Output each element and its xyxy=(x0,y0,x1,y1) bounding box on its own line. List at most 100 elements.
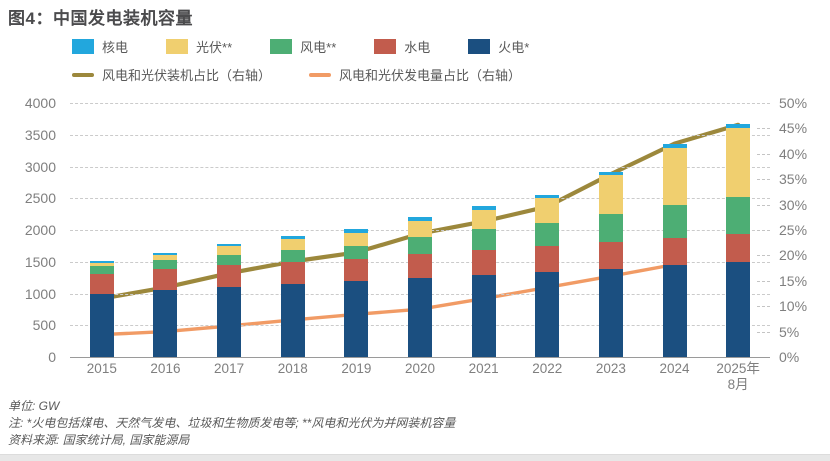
stacked-bar-2023 xyxy=(598,103,623,357)
bar-segment xyxy=(153,252,178,255)
bar-segment xyxy=(662,237,687,266)
generation-share-line xyxy=(100,262,677,337)
bar-segment xyxy=(280,250,305,263)
stacked-bar-2017 xyxy=(217,103,242,357)
bar-segment xyxy=(217,244,242,247)
right-axis-tick xyxy=(757,230,770,231)
right-axis-tick-label: 50% xyxy=(779,95,808,111)
figure-title: 图4：中国发电装机容量 xyxy=(8,9,193,28)
bar-segment xyxy=(344,245,369,259)
bar-segment xyxy=(408,254,432,278)
x-axis-tick-label: 2024 xyxy=(659,361,690,376)
bar-segment xyxy=(662,148,687,205)
stacked-bar-2024 xyxy=(662,103,687,357)
source-note: 资料来源: 国家统计局, 国家能源局 xyxy=(8,433,190,447)
gridline xyxy=(70,198,770,200)
right-axis-tick-label: 5% xyxy=(779,323,800,340)
legend-item-wind: 风电** xyxy=(270,37,336,56)
bar-segment xyxy=(217,246,242,255)
right-axis-tick xyxy=(757,179,770,181)
bar-segment xyxy=(217,254,242,266)
bar-segment xyxy=(89,261,114,263)
legend-bars-row: 核电 光伏** 风电** 水电 火电* xyxy=(72,37,529,56)
right-axis-tick-label: 30% xyxy=(779,196,808,213)
gridline xyxy=(70,166,770,168)
bar-segment xyxy=(662,265,687,357)
legend-label: 风电和光伏发电量占比（右轴） xyxy=(339,68,522,83)
left-axis-tick-label: 1500 xyxy=(24,253,56,270)
x-axis-tick-label: 2023 xyxy=(595,361,626,376)
right-axis-tick xyxy=(757,306,770,308)
hydro-swatch-icon xyxy=(374,39,397,54)
right-axis-tick xyxy=(757,128,770,130)
bar-segment xyxy=(217,265,242,287)
right-axis-tick xyxy=(757,153,770,155)
stacked-bar-2022 xyxy=(535,103,560,357)
gridline xyxy=(70,134,770,136)
bar-segment xyxy=(535,198,560,224)
stacked-bar-2019 xyxy=(344,103,369,357)
stacked-bar-2015 xyxy=(89,103,114,357)
bar-segment xyxy=(153,254,178,260)
x-axis-tick-label: 2018 xyxy=(277,361,308,376)
left-axis-tick-label: 3000 xyxy=(24,158,56,175)
legend-item-generation-share-line: 风电和光伏发电量占比（右轴） xyxy=(309,65,521,84)
gridline xyxy=(70,103,770,104)
bar-segment xyxy=(280,284,305,357)
bar-segment xyxy=(535,194,560,199)
bar-segment xyxy=(280,236,305,240)
x-axis-tick-label: 2016 xyxy=(150,361,181,376)
plot-area xyxy=(70,103,770,358)
definitions-note: 注: *火电包括煤电、天然气发电、垃圾和生物质发电等; **风电和光伏为并网装机… xyxy=(8,416,456,430)
bar-segment xyxy=(535,223,560,247)
bar-segment xyxy=(598,241,623,269)
legend-label: 光伏** xyxy=(196,40,233,55)
nuclear-swatch-icon xyxy=(72,39,94,54)
bar-segment xyxy=(535,246,560,273)
x-axis-tick-label: 2025年 8月 xyxy=(716,361,760,392)
bar-segment xyxy=(662,144,687,149)
bar-segment xyxy=(89,265,114,274)
right-axis-tick-label: 15% xyxy=(779,272,808,289)
bar-segment xyxy=(280,239,305,251)
gridline xyxy=(70,357,770,358)
bar-segment xyxy=(598,171,623,176)
legend-label: 火电* xyxy=(498,40,530,55)
bar-segment xyxy=(535,272,560,357)
left-axis-tick-label: 3500 xyxy=(24,126,56,143)
bar-segment xyxy=(726,197,751,235)
bar-segment xyxy=(471,274,496,357)
right-axis-tick xyxy=(757,204,770,206)
right-axis-tick xyxy=(757,255,770,257)
legend-item-capacity-share-line: 风电和光伏装机占比（右轴） xyxy=(72,65,271,84)
stacked-bar-2021 xyxy=(471,103,496,357)
bar-segment xyxy=(344,258,369,282)
legend-label: 核电 xyxy=(102,40,129,55)
legend-item-hydro: 水电 xyxy=(374,37,430,56)
bar-segment xyxy=(726,127,751,198)
bar-segment xyxy=(598,213,623,242)
solar-swatch-icon xyxy=(166,39,189,54)
bar-segment xyxy=(89,262,114,266)
bar-segment xyxy=(662,204,687,238)
bar-segment xyxy=(217,286,242,357)
x-axis-tick-label: 2020 xyxy=(404,361,436,376)
x-axis-tick-label: 2019 xyxy=(341,361,372,376)
left-axis-tick-label: 0 xyxy=(48,349,56,365)
bar-segment xyxy=(726,123,751,128)
right-axis-tick-label: 20% xyxy=(779,247,808,264)
stacked-bar-2025年 xyxy=(726,103,751,357)
bar-segment xyxy=(89,294,114,357)
stacked-bar-2018 xyxy=(280,103,305,357)
thermal-swatch-icon xyxy=(468,39,491,54)
legend-label: 水电 xyxy=(404,40,431,55)
right-axis-tick-label: 40% xyxy=(779,145,808,162)
left-axis-tick-label: 500 xyxy=(32,317,56,334)
x-axis-tick-label: 2015 xyxy=(86,361,117,376)
capacity-share-line-icon xyxy=(72,72,94,77)
right-axis-tick-label: 10% xyxy=(779,298,808,315)
left-axis-tick-label: 1000 xyxy=(24,285,56,302)
right-axis-tick-label: 25% xyxy=(779,222,808,238)
bar-segment xyxy=(344,281,369,357)
